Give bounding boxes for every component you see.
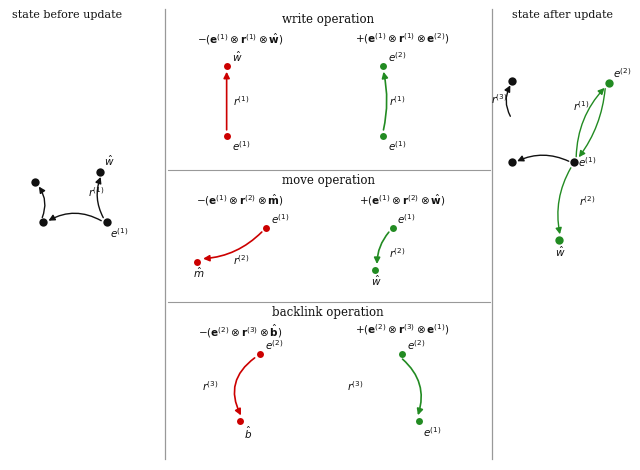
Text: $e^{(2)}$: $e^{(2)}$ [407,338,426,352]
Text: $e^{(2)}$: $e^{(2)}$ [265,338,284,352]
Text: $e^{(1)}$: $e^{(1)}$ [232,140,250,153]
Text: $r^{(2)}$: $r^{(2)}$ [234,253,250,266]
Text: $+(\mathbf{e}^{(1)} \otimes \mathbf{r}^{(1)} \otimes \mathbf{e}^{(2)})$: $+(\mathbf{e}^{(1)} \otimes \mathbf{r}^{… [355,31,450,46]
Text: $-(\mathbf{e}^{(2)} \otimes \mathbf{r}^{(3)} \otimes \hat{\mathbf{b}})$: $-(\mathbf{e}^{(2)} \otimes \mathbf{r}^{… [198,322,282,340]
Text: $\hat{w}$: $\hat{w}$ [104,154,114,168]
Text: $+(\mathbf{e}^{(1)} \otimes \mathbf{r}^{(2)} \otimes \hat{\mathbf{w}})$: $+(\mathbf{e}^{(1)} \otimes \mathbf{r}^{… [359,192,445,208]
Text: $r^{(3)}$: $r^{(3)}$ [347,379,364,392]
Text: $\hat{w}$: $\hat{w}$ [555,245,565,259]
Text: $r^{(1)}$: $r^{(1)}$ [573,99,590,113]
Text: $e^{(1)}$: $e^{(1)}$ [271,212,289,226]
Text: $r^{(3)}$: $r^{(3)}$ [202,379,219,392]
Text: $e^{(1)}$: $e^{(1)}$ [423,425,442,439]
Text: $\hat{b}$: $\hat{b}$ [244,425,252,441]
Text: write operation: write operation [282,13,374,26]
Text: move operation: move operation [282,174,374,188]
Text: $e^{(1)}$: $e^{(1)}$ [388,140,406,153]
Text: $-(\mathbf{e}^{(1)} \otimes \mathbf{r}^{(2)} \otimes \hat{\mathbf{m}})$: $-(\mathbf{e}^{(1)} \otimes \mathbf{r}^{… [196,192,284,208]
Text: $r^{(1)}$: $r^{(1)}$ [388,94,405,108]
Text: $r^{(2)}$: $r^{(2)}$ [388,246,405,260]
Text: $e^{(1)}$: $e^{(1)}$ [111,226,129,240]
Text: $e^{(2)}$: $e^{(2)}$ [613,66,632,80]
Text: $+(\mathbf{e}^{(2)} \otimes \mathbf{r}^{(3)} \otimes \mathbf{e}^{(1)})$: $+(\mathbf{e}^{(2)} \otimes \mathbf{r}^{… [355,322,450,337]
Text: $\hat{m}$: $\hat{m}$ [193,266,205,280]
Text: $e^{(2)}$: $e^{(2)}$ [388,50,406,64]
Text: $e^{(1)}$: $e^{(1)}$ [397,212,416,226]
Text: $r^{(1)}$: $r^{(1)}$ [232,94,249,108]
Text: $r^{(3)}$: $r^{(3)}$ [492,92,508,106]
Text: state before update: state before update [12,10,123,20]
Text: $e^{(1)}$: $e^{(1)}$ [578,156,596,169]
Text: $r^{(2)}$: $r^{(2)}$ [579,194,596,208]
Text: $\hat{w}$: $\hat{w}$ [371,274,381,288]
Text: $-(\mathbf{e}^{(1)} \otimes \mathbf{r}^{(1)} \otimes \hat{\mathbf{w}})$: $-(\mathbf{e}^{(1)} \otimes \mathbf{r}^{… [197,31,284,47]
Text: $\hat{w}$: $\hat{w}$ [232,50,242,64]
Text: state after update: state after update [512,10,613,20]
Text: $r^{(1)}$: $r^{(1)}$ [88,185,104,199]
Text: backlink operation: backlink operation [273,306,384,319]
